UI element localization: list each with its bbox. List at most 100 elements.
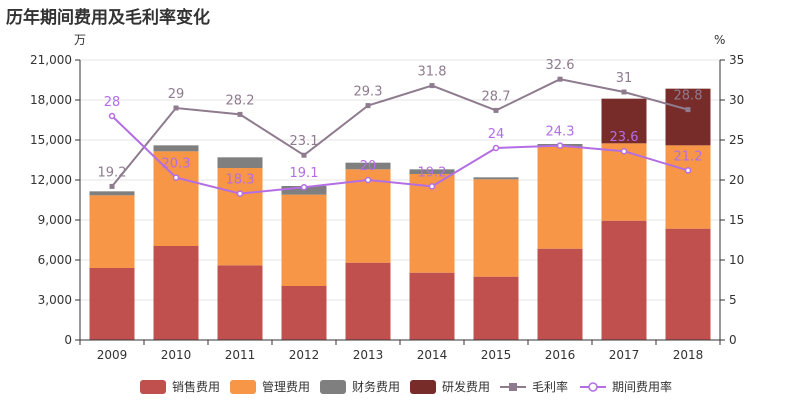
line-point xyxy=(429,83,435,89)
bar-segment xyxy=(153,246,199,340)
series-line xyxy=(111,115,689,195)
x-tick-label: 2009 xyxy=(97,348,128,362)
right-tick-label: 30 xyxy=(729,93,744,107)
legend-label: 毛利率 xyxy=(532,379,568,394)
bar-segment xyxy=(89,268,135,340)
bar-segment xyxy=(409,174,455,273)
x-tick-label: 2014 xyxy=(417,348,448,362)
bar-segment xyxy=(537,248,583,340)
bar-segment xyxy=(345,162,391,170)
line-point xyxy=(685,107,691,113)
line-point xyxy=(557,76,563,82)
data-label: 19.2 xyxy=(98,165,127,180)
line-point xyxy=(621,89,627,95)
data-label: 20 xyxy=(360,159,377,174)
x-tick-label: 2017 xyxy=(609,348,640,362)
line-point xyxy=(172,174,180,181)
data-label: 31.8 xyxy=(418,65,447,80)
left-tick-label: 21,000 xyxy=(30,53,72,67)
bar-segment xyxy=(345,262,391,340)
data-label: 29 xyxy=(168,87,185,102)
bar-segment xyxy=(89,191,135,196)
bar-segment xyxy=(89,195,135,268)
line-point xyxy=(173,105,179,111)
line-point xyxy=(109,183,115,189)
data-label: 23.1 xyxy=(290,134,319,149)
data-label: 24 xyxy=(488,127,505,142)
right-tick-label: 25 xyxy=(729,133,744,147)
data-label: 19.1 xyxy=(290,166,319,181)
right-tick-label: 0 xyxy=(729,333,737,347)
bar-segment xyxy=(153,145,199,152)
line-point xyxy=(236,190,244,197)
legend-label: 期间费用率 xyxy=(612,379,672,394)
left-tick-label: 15,000 xyxy=(30,133,72,147)
legend-marker xyxy=(588,382,598,392)
left-tick-label: 3,000 xyxy=(38,293,72,307)
bar-segment xyxy=(217,168,263,266)
data-label: 29.3 xyxy=(354,85,383,100)
bar-segment xyxy=(217,157,263,168)
data-label: 20.3 xyxy=(162,157,191,172)
x-tick-label: 2011 xyxy=(225,348,256,362)
x-tick-label: 2018 xyxy=(673,348,704,362)
right-axis-unit: % xyxy=(714,33,725,47)
right-tick-label: 35 xyxy=(729,53,744,67)
data-label: 28.2 xyxy=(226,93,255,108)
line-point xyxy=(364,176,372,184)
x-tick-label: 2012 xyxy=(289,348,320,362)
x-tick-label: 2015 xyxy=(481,348,512,362)
data-label: 28.7 xyxy=(482,89,511,104)
chart-title: 历年期间费用及毛利率变化 xyxy=(6,8,210,28)
line-point xyxy=(300,183,308,191)
right-tick-label: 20 xyxy=(729,173,744,187)
line-point xyxy=(108,112,116,120)
bar-segment xyxy=(409,169,455,174)
left-tick-label: 0 xyxy=(64,333,72,347)
series-line xyxy=(111,78,689,188)
bar-segment xyxy=(601,98,647,144)
right-tick-label: 10 xyxy=(729,253,744,267)
bar-segment xyxy=(281,286,327,340)
left-tick-label: 9,000 xyxy=(38,213,72,227)
legend-swatch xyxy=(320,380,346,394)
data-label: 28 xyxy=(104,95,121,110)
legend-label: 管理费用 xyxy=(262,379,310,394)
line-point xyxy=(301,152,307,158)
bar-segment xyxy=(537,146,583,249)
left-tick-label: 18,000 xyxy=(30,93,72,107)
legend-label: 研发费用 xyxy=(442,379,490,394)
line-point xyxy=(492,144,500,152)
bar-segment xyxy=(601,220,647,340)
x-tick-label: 2016 xyxy=(545,348,576,362)
bar-segment xyxy=(665,145,711,229)
x-tick-label: 2010 xyxy=(161,348,192,362)
bar-segment xyxy=(153,151,199,246)
legend-label: 销售费用 xyxy=(172,379,220,394)
line-point xyxy=(428,183,436,190)
bar-segment xyxy=(665,228,711,340)
data-label: 31 xyxy=(616,71,633,86)
data-label: 18.3 xyxy=(226,173,255,188)
data-label: 23.6 xyxy=(610,130,639,145)
right-tick-label: 5 xyxy=(729,293,737,307)
bar-segment xyxy=(473,177,519,180)
data-label: 24.3 xyxy=(546,125,575,140)
legend-label: 财务费用 xyxy=(352,379,400,394)
left-tick-label: 12,000 xyxy=(30,173,72,187)
legend-swatch xyxy=(140,380,166,394)
line-point xyxy=(493,107,499,113)
legend-marker xyxy=(509,383,517,391)
data-label: 21.2 xyxy=(674,149,703,164)
bar-segment xyxy=(473,179,519,277)
bar-segment xyxy=(345,169,391,263)
bar-segment xyxy=(409,272,455,340)
line-point xyxy=(556,142,564,149)
legend-swatch xyxy=(410,380,436,394)
bar-segment xyxy=(665,88,711,146)
left-axis-unit: 万 xyxy=(74,33,86,47)
line-point xyxy=(684,167,692,174)
line-point xyxy=(237,111,243,117)
left-tick-label: 6,000 xyxy=(38,253,72,267)
